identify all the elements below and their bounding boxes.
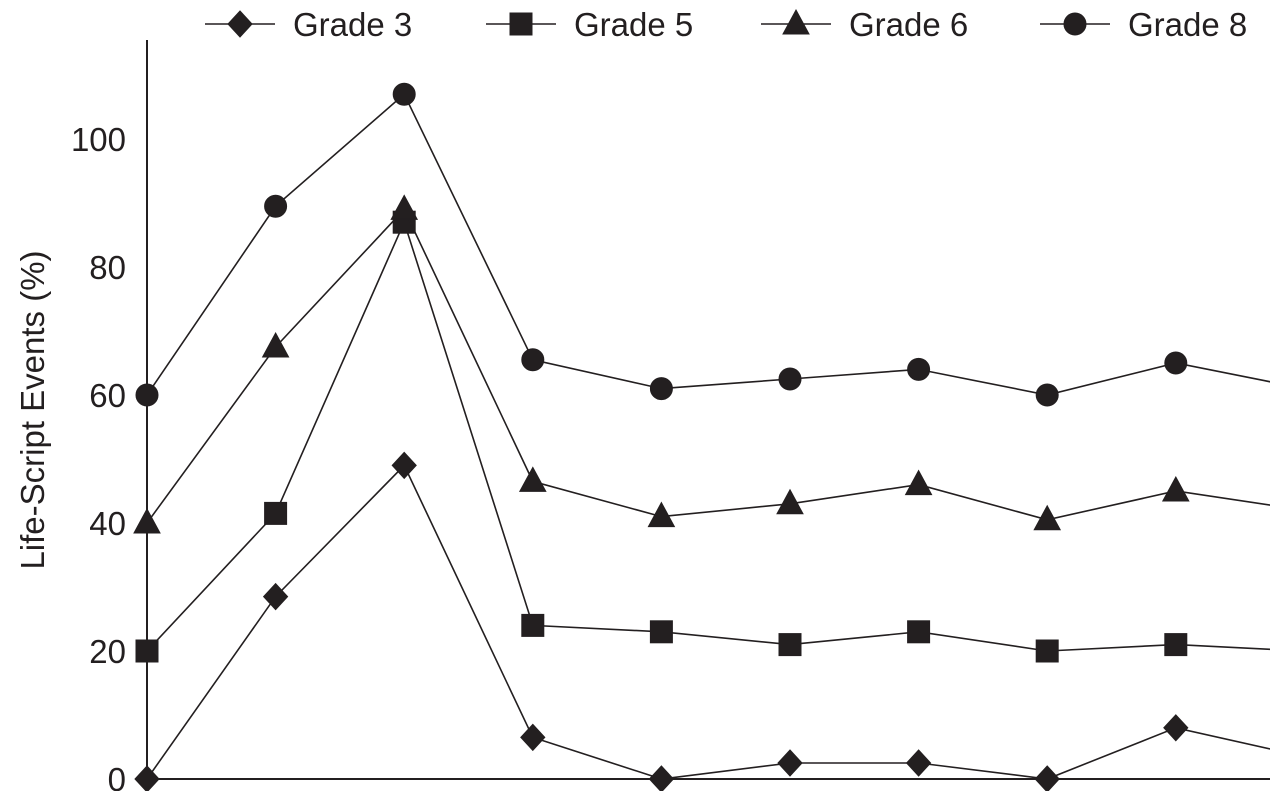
point-grade-5-6 <box>778 633 802 657</box>
point-grade-6-8 <box>1033 504 1062 531</box>
point-grade-5-5 <box>649 620 673 644</box>
point-grade-3-4 <box>520 723 546 752</box>
point-grade-3-9 <box>1163 714 1189 742</box>
legend-entry-grade-5: Grade 5 <box>486 6 693 43</box>
point-grade-3-1 <box>134 765 160 791</box>
point-grade-3-8 <box>1034 765 1060 791</box>
legend-entry-grade-3: Grade 3 <box>205 6 412 43</box>
legend-entry-grade-6: Grade 6 <box>761 6 968 43</box>
point-grade-6-3 <box>390 194 419 220</box>
point-grade-8-7 <box>907 357 931 381</box>
series-grade-5 <box>135 210 1270 663</box>
point-grade-8-4 <box>521 348 545 372</box>
y-axis: 0 20 40 60 80 100 <box>71 40 148 791</box>
point-grade-5-9 <box>1164 633 1188 657</box>
legend-label-grade-3: Grade 3 <box>293 6 412 43</box>
y-axis-title: Life-Script Events (%) <box>14 250 51 569</box>
series-grade-3 <box>134 451 1270 791</box>
y-tick-labels: 0 20 40 60 80 100 <box>71 121 126 791</box>
point-grade-8-9 <box>1164 351 1188 375</box>
point-grade-6-6 <box>776 488 804 515</box>
series-line-grade-8 <box>146 92 1270 396</box>
plot-area <box>133 82 1270 791</box>
point-grade-8-3 <box>392 82 416 106</box>
point-grade-3-7 <box>905 749 932 777</box>
series-grade-6 <box>133 194 1270 534</box>
point-grade-5-4 <box>521 613 545 637</box>
point-grade-8-6 <box>778 367 802 391</box>
point-grade-8-8 <box>1035 383 1059 407</box>
point-grade-8-1 <box>135 383 159 407</box>
legend-entry-grade-8: Grade 8 <box>1040 6 1247 43</box>
series-line-grade-5 <box>146 219 1270 652</box>
point-grade-5-8 <box>1035 639 1059 663</box>
legend-label-grade-5: Grade 5 <box>574 6 693 43</box>
legend-marker-grade-3 <box>227 10 253 38</box>
legend-label-grade-6: Grade 6 <box>849 6 968 43</box>
legend-marker-grade-6 <box>782 8 810 35</box>
y-tick-label-100: 100 <box>71 121 126 158</box>
point-grade-3-6 <box>777 749 803 777</box>
legend-label-grade-8: Grade 8 <box>1128 6 1247 43</box>
point-grade-6-9 <box>1161 475 1190 502</box>
series-line-grade-6 <box>146 207 1270 524</box>
point-grade-6-4 <box>518 466 547 492</box>
y-tick-label-0: 0 <box>108 761 126 791</box>
y-tick-label-40: 40 <box>89 505 126 542</box>
series-line-grade-3 <box>146 464 1270 780</box>
legend-marker-grade-5 <box>509 12 533 36</box>
point-grade-5-1 <box>135 639 159 663</box>
point-grade-5-7 <box>907 620 931 644</box>
legend: Grade 3 Grade 5 Grade 6 Grade 8 <box>205 6 1247 43</box>
point-grade-3-2 <box>262 582 289 611</box>
point-grade-3-5 <box>648 765 675 791</box>
y-tick-label-20: 20 <box>89 633 126 670</box>
point-grade-6-5 <box>647 501 676 528</box>
series-grade-8 <box>135 82 1270 407</box>
y-tick-label-80: 80 <box>89 249 126 286</box>
point-grade-6-7 <box>904 469 933 496</box>
y-tick-label-60: 60 <box>89 377 126 414</box>
point-grade-6-2 <box>261 331 290 358</box>
point-grade-5-2 <box>264 501 288 525</box>
point-grade-6-1 <box>133 507 161 534</box>
point-grade-8-2 <box>264 194 288 218</box>
point-grade-3-3 <box>391 451 417 480</box>
point-grade-8-5 <box>649 377 673 401</box>
legend-marker-grade-8 <box>1063 12 1087 36</box>
